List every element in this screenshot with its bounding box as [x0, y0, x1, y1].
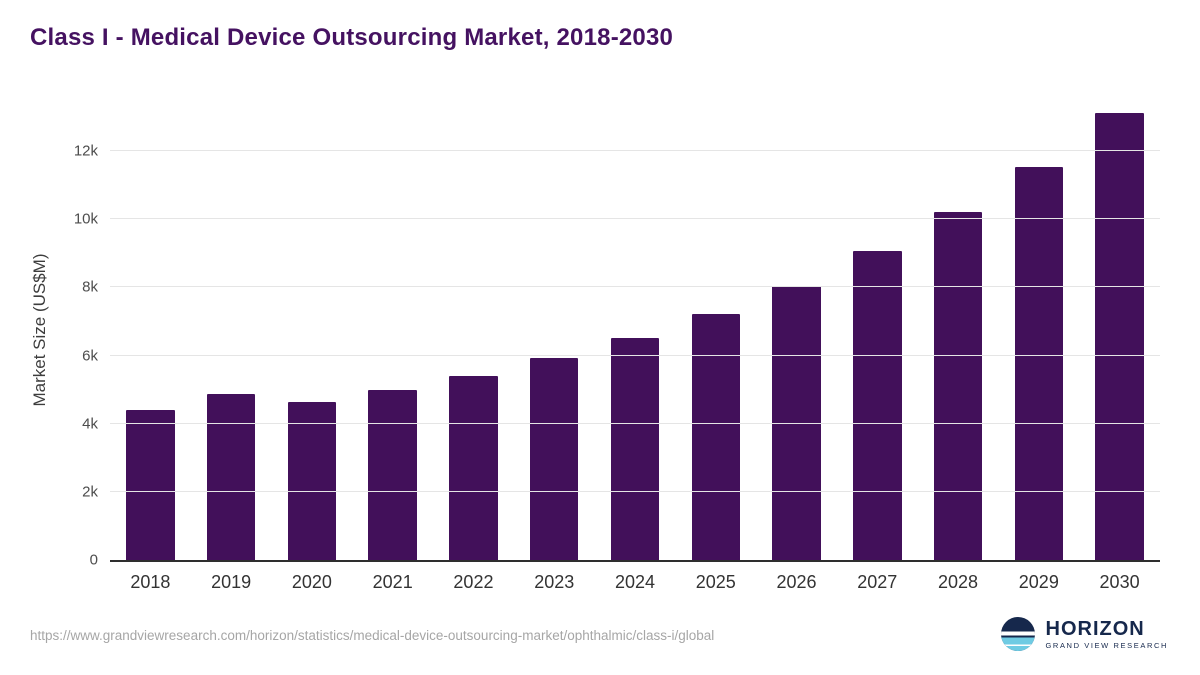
horizon-logo-icon: [1000, 616, 1036, 652]
x-tick-label: 2028: [938, 572, 979, 592]
x-tick-label: 2018: [130, 572, 171, 592]
bar-slot: [918, 100, 999, 560]
y-axis-label: Market Size (US$M): [30, 253, 49, 407]
bar-2022: [449, 376, 498, 560]
gridline: [110, 218, 1160, 220]
bar-slot: [272, 100, 353, 560]
x-tick-label: 2025: [695, 572, 736, 592]
x-axis-labels: 2018 2019 2020 2021 2022 2023 2024 2025 2026 2027…: [110, 572, 1160, 593]
gridline: [110, 354, 1160, 356]
bar-slot: [514, 100, 595, 560]
plot: 0 2k 4k 6k 8k 10k 12k: [74, 100, 1160, 569]
bar-2021: [368, 389, 417, 560]
y-tick-label: 8k: [82, 278, 98, 296]
bar-2020: [287, 402, 337, 560]
bar-slot: [352, 100, 433, 560]
gridline: [110, 490, 1160, 492]
bar-2023: [529, 358, 579, 560]
bar-slot: [433, 100, 514, 560]
bar-2027: [853, 251, 902, 560]
y-tick-label: 0: [89, 551, 98, 569]
bar-2028: [933, 212, 983, 560]
horizon-logo: HORIZON GRAND VIEW RESEARCH: [1000, 616, 1169, 652]
bar-slot: [1079, 100, 1160, 560]
logo-tagline: GRAND VIEW RESEARCH: [1045, 640, 1168, 650]
x-tick-label: 2023: [534, 572, 575, 592]
x-tick-label: 2026: [776, 572, 817, 592]
bar-2018: [126, 410, 175, 560]
bar-2019: [206, 394, 256, 560]
bar-2030: [1095, 112, 1144, 560]
y-tick-label: 2k: [82, 483, 98, 501]
y-tick-label: 10k: [73, 210, 98, 228]
x-tick-label: 2021: [372, 572, 413, 592]
x-tick-label: 2019: [211, 572, 252, 592]
x-tick-label: 2022: [453, 572, 494, 592]
bar-slot: [998, 100, 1079, 560]
gridline: [110, 150, 1160, 152]
x-tick-label: 2020: [291, 572, 332, 592]
bar-2025: [691, 313, 740, 560]
y-tick-label: 12k: [73, 142, 98, 160]
bar-slot: [595, 100, 676, 560]
x-tick-label: 2030: [1099, 572, 1140, 592]
bar-2024: [610, 337, 660, 560]
x-tick-label: 2029: [1018, 572, 1059, 592]
gridline: [110, 286, 1160, 288]
y-tick-label: 6k: [82, 347, 98, 365]
bar-slot: [191, 100, 272, 560]
chart-title: Class I - Medical Device Outsourcing Mar…: [30, 24, 674, 51]
bar-slot: [110, 100, 191, 560]
bar-slot: [837, 100, 918, 560]
gridline: [110, 422, 1160, 424]
x-tick-label: 2024: [614, 572, 655, 592]
logo-text-block: HORIZON GRAND VIEW RESEARCH: [1046, 618, 1169, 650]
source-url: https://www.grandviewresearch.com/horizo…: [30, 628, 715, 643]
x-tick-label: 2027: [857, 572, 898, 592]
y-tick-label: 4k: [82, 415, 98, 433]
logo-name: HORIZON: [1045, 617, 1145, 640]
bar-2029: [1014, 167, 1064, 560]
